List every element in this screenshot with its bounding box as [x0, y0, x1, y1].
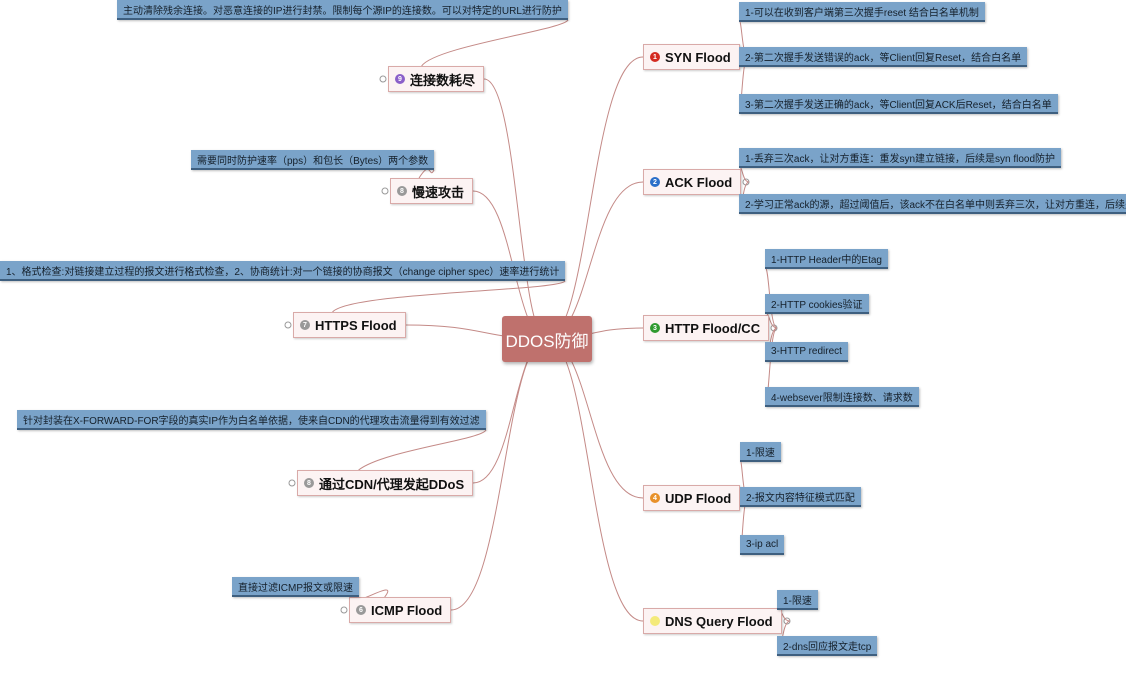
branch-topic: DNS Query Flood — [643, 608, 782, 634]
priority-icon: 9 — [395, 74, 405, 84]
branch-label: HTTP Flood/CC — [665, 320, 761, 336]
detail-note: 针对封装在X-FORWARD-FOR字段的真实IP作为白名单依据，使来自CDN的… — [17, 410, 486, 430]
branch-topic: 8 慢速攻击 — [390, 178, 474, 204]
detail-note: 需要同时防护速率（pps）和包长（Bytes）两个参数 — [191, 150, 435, 170]
detail-note: 3-第二次握手发送正确的ack，等Client回复ACK后Reset，结合白名单 — [739, 94, 1058, 114]
priority-icon: 8 — [304, 478, 314, 488]
detail-note: 1-HTTP Header中的Etag — [765, 249, 888, 269]
detail-note: 2-HTTP cookies验证 — [765, 294, 869, 314]
branch-topic: 6 ICMP Flood — [349, 597, 452, 623]
detail-note: 1、格式检查:对链接建立过程的报文进行格式检查，2、协商统计:对一个链接的协商报… — [0, 261, 566, 281]
detail-note: 1-丢弃三次ack，让对方重连：重发syn建立链接，后续是syn flood防护 — [739, 148, 1062, 168]
branch-topic: 4 UDP Flood — [643, 485, 741, 511]
detail-note: 直接过滤ICMP报文或限速 — [232, 577, 359, 597]
connector — [418, 168, 435, 179]
branch-label: ICMP Flood — [371, 602, 443, 618]
priority-icon: 4 — [650, 493, 660, 503]
branch-topic: 2 ACK Flood — [643, 169, 742, 195]
detail-note: 4-websever限制连接数、请求数 — [765, 387, 919, 407]
detail-note: 2-第二次握手发送错误的ack，等Client回复Reset，结合白名单 — [739, 47, 1028, 67]
central-topic: DDOS防御 — [502, 316, 592, 362]
detail-note: 3-ip acl — [740, 535, 785, 555]
collapse-handle[interactable] — [379, 75, 387, 83]
priority-icon: 7 — [300, 320, 310, 330]
detail-note: 主动清除残余连接。对恶意连接的IP进行封禁。限制每个源IP的连接数。可以对特定的… — [117, 0, 568, 20]
detail-note: 1-限速 — [740, 442, 781, 462]
detail-note: 1-可以在收到客户端第三次握手reset 结合白名单机制 — [739, 2, 985, 22]
connector — [421, 19, 569, 67]
priority-icon — [650, 616, 660, 626]
branch-label: HTTPS Flood — [315, 317, 397, 333]
priority-icon: 6 — [356, 605, 366, 615]
branch-topic: 8 通过CDN/代理发起DDoS — [297, 470, 474, 496]
connector — [546, 338, 644, 499]
collapse-handle[interactable] — [288, 479, 296, 487]
connector — [358, 429, 487, 471]
branch-topic: 1 SYN Flood — [643, 44, 740, 70]
branch-label: SYN Flood — [665, 49, 731, 65]
detail-note: 2-报文内容特征模式匹配 — [740, 487, 861, 507]
branch-label: 连接数耗尽 — [410, 72, 476, 88]
priority-icon: 2 — [650, 177, 660, 187]
branch-label: UDP Flood — [665, 490, 732, 506]
detail-note: 2-dns回应报文走tcp — [777, 636, 878, 656]
branch-topic: 7 HTTPS Flood — [293, 312, 406, 338]
connector — [546, 56, 644, 340]
branch-label: ACK Flood — [665, 174, 733, 190]
detail-note: 1-限速 — [777, 590, 818, 610]
collapse-handle[interactable] — [340, 606, 348, 614]
connector — [483, 78, 548, 340]
connector — [546, 338, 644, 622]
priority-icon: 8 — [397, 186, 407, 196]
branch-topic: 3 HTTP Flood/CC — [643, 315, 770, 341]
connector — [332, 280, 566, 313]
branch-label: 慢速攻击 — [412, 184, 465, 200]
collapse-handle[interactable] — [284, 321, 292, 329]
collapse-handle[interactable] — [381, 187, 389, 195]
branch-label: 通过CDN/代理发起DDoS — [319, 476, 465, 492]
branch-label: DNS Query Flood — [665, 613, 773, 629]
branch-topic: 9 连接数耗尽 — [388, 66, 485, 92]
priority-icon: 3 — [650, 323, 660, 333]
detail-note: 2-学习正常ack的源，超过阈值后，该ack不在白名单中则丢弃三次，让对方重连，… — [739, 194, 1126, 214]
priority-icon: 1 — [650, 52, 660, 62]
detail-note: 3-HTTP redirect — [765, 342, 848, 362]
